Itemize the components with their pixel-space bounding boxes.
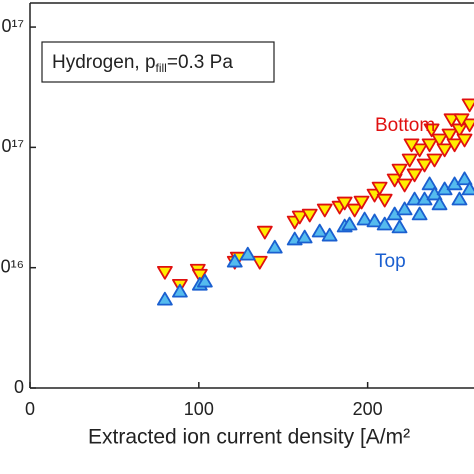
point (396, 178, 413, 193)
y-tick-label: 0¹⁶ (1, 256, 24, 276)
point (431, 196, 448, 211)
point (441, 128, 458, 143)
point (401, 153, 418, 168)
point (311, 223, 328, 238)
point (436, 143, 453, 158)
point (453, 113, 470, 128)
x-tick-label: 200 (353, 399, 383, 419)
point (353, 195, 370, 210)
point (291, 210, 308, 225)
point (391, 219, 408, 234)
point (371, 181, 388, 196)
point (376, 216, 393, 231)
point (446, 138, 463, 153)
point (251, 255, 268, 270)
point (406, 191, 423, 206)
x-axis-label: Extracted ion current density [A/m² (88, 426, 410, 449)
annotation-subscript: fill (156, 61, 167, 75)
point (411, 143, 428, 158)
point (376, 193, 393, 208)
point (403, 138, 420, 153)
point (451, 191, 468, 206)
point (456, 171, 473, 186)
point (336, 196, 353, 211)
point (461, 181, 474, 196)
plot-marks (156, 98, 474, 306)
point (391, 163, 408, 178)
y-tick-label: 0¹⁷ (1, 16, 24, 36)
point (443, 113, 460, 128)
point (406, 168, 423, 183)
y-tick-label: 0 (14, 377, 24, 397)
point (321, 227, 338, 242)
point (456, 133, 473, 148)
point (316, 203, 333, 218)
point (423, 123, 440, 138)
series-label: Top (375, 251, 406, 272)
point (239, 246, 256, 261)
point (341, 216, 358, 231)
point (411, 206, 428, 221)
annotation-box (41, 41, 275, 83)
point (421, 176, 438, 191)
point (461, 118, 474, 133)
x-tick-label: 100 (184, 399, 214, 419)
series-label: Bottom (375, 115, 435, 136)
x-tick-label: 0 (25, 399, 35, 419)
point (426, 153, 443, 168)
point (196, 273, 213, 288)
point (301, 208, 318, 223)
annotation: Hydrogen, pfill=0.3 Pa (52, 52, 233, 75)
point (346, 203, 363, 218)
point (416, 158, 433, 173)
point (421, 138, 438, 153)
point (296, 229, 313, 244)
point (172, 283, 188, 298)
point (461, 98, 474, 113)
point (266, 239, 283, 254)
annotation-suffix: =0.3 Pa (167, 52, 233, 73)
point (431, 133, 448, 148)
point (396, 201, 413, 216)
point (366, 213, 383, 228)
point (156, 291, 173, 306)
point (256, 225, 273, 240)
point (356, 211, 373, 226)
annotation-text: Hydrogen, p (52, 52, 156, 73)
point (156, 265, 173, 280)
point (226, 253, 243, 268)
y-tick-label: 0¹⁷ (1, 136, 24, 156)
